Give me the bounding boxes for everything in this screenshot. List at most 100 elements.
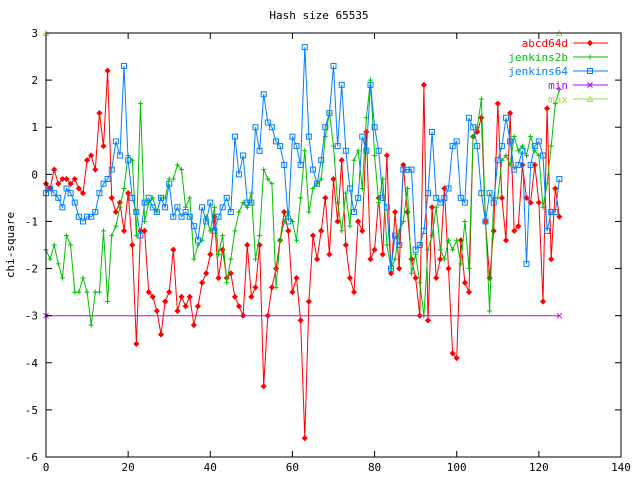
data-point-jenkins2b xyxy=(335,200,341,206)
data-point-abcd64d xyxy=(297,317,304,324)
data-point-abcd64d xyxy=(498,194,505,201)
data-point-jenkins2b xyxy=(183,204,189,210)
data-point-jenkins2b xyxy=(376,200,382,206)
data-point-jenkins2b xyxy=(109,233,115,239)
data-point-abcd64d xyxy=(268,284,275,291)
data-point-jenkins64 xyxy=(556,176,563,183)
data-point-jenkins2b xyxy=(80,275,86,281)
y-tick-label: 0 xyxy=(31,168,38,181)
data-point-jenkins64 xyxy=(260,91,267,98)
data-point-jenkins2b xyxy=(117,204,123,210)
data-point-jenkins64 xyxy=(227,209,234,216)
data-point-jenkins64 xyxy=(112,138,119,145)
data-point-jenkins2b xyxy=(101,228,106,234)
data-point-jenkins64 xyxy=(420,227,427,234)
data-point-jenkins2b xyxy=(351,157,357,163)
data-point-abcd64d xyxy=(367,256,374,263)
data-point-jenkins64 xyxy=(219,204,226,211)
data-point-jenkins64 xyxy=(121,62,128,69)
data-point-jenkins64 xyxy=(88,213,95,220)
x-tick-label: 40 xyxy=(204,461,217,474)
data-point-jenkins64 xyxy=(527,161,534,168)
data-point-jenkins2b xyxy=(466,266,472,272)
data-point-jenkins2b xyxy=(105,299,111,305)
y-tick-label: -2 xyxy=(25,263,38,276)
data-point-jenkins2b xyxy=(359,185,365,191)
data-point-jenkins2b xyxy=(224,280,230,286)
legend-entry-jenkins2b: jenkins2b xyxy=(508,51,608,64)
data-point-abcd64d xyxy=(379,251,386,258)
data-point-abcd64d xyxy=(437,256,444,263)
data-point-jenkins64 xyxy=(318,157,325,164)
axes: 0 20 40 60 80 100 120 140 3 2 1 0 -1 -2 -3 -4 -5 -6 xyxy=(25,27,631,474)
data-point-jenkins64 xyxy=(305,133,312,140)
data-point-jenkins2b xyxy=(174,162,180,168)
data-point-jenkins2b xyxy=(142,218,148,224)
data-point-jenkins2b xyxy=(302,148,308,154)
data-point-jenkins2b xyxy=(548,143,554,149)
data-point-abcd64d xyxy=(392,208,399,216)
legend-label-jenkins64: jenkins64 xyxy=(508,65,568,78)
data-point-jenkins2b xyxy=(252,256,258,262)
data-point-jenkins2b xyxy=(244,204,250,210)
data-point-abcd64d xyxy=(420,81,427,88)
data-point-abcd64d xyxy=(186,293,193,300)
data-point-abcd64d xyxy=(235,303,243,310)
data-point-abcd64d xyxy=(535,199,542,206)
data-point-abcd64d xyxy=(248,293,255,300)
data-point-abcd64d xyxy=(141,227,148,234)
data-point-abcd64d xyxy=(539,298,547,305)
data-point-jenkins2b xyxy=(322,134,328,140)
data-point-jenkins64 xyxy=(199,204,206,211)
data-point-jenkins2b xyxy=(343,190,349,196)
data-point-jenkins2b xyxy=(55,261,61,267)
data-point-abcd64d xyxy=(502,237,510,244)
data-point-jenkins2b xyxy=(47,256,53,262)
data-point-jenkins64 xyxy=(301,44,308,51)
data-point-jenkins64 xyxy=(236,171,243,178)
data-point-jenkins64 xyxy=(63,185,70,192)
data-point-jenkins64 xyxy=(297,161,304,168)
data-point-jenkins2b xyxy=(409,270,415,276)
data-point-jenkins64 xyxy=(149,204,156,211)
data-point-abcd64d xyxy=(429,204,436,211)
data-point-jenkins64 xyxy=(412,246,419,253)
data-point-jenkins2b xyxy=(96,289,102,295)
chart-title: Hash size 65535 xyxy=(269,9,368,22)
data-point-jenkins64 xyxy=(375,147,382,154)
data-point-jenkins64 xyxy=(194,237,201,244)
data-point-jenkins64 xyxy=(153,209,160,216)
data-point-abcd64d xyxy=(515,223,522,230)
legend-marker-abcd64d xyxy=(586,39,594,47)
data-point-jenkins2b xyxy=(462,218,468,224)
data-point-jenkins64 xyxy=(433,194,440,201)
data-point-jenkins64 xyxy=(367,81,374,88)
data-point-jenkins64 xyxy=(116,152,123,159)
data-point-abcd64d xyxy=(104,67,111,74)
data-point-jenkins2b xyxy=(68,242,74,248)
plot-border xyxy=(45,32,622,458)
series-line-jenkins64 xyxy=(45,47,560,269)
data-point-abcd64d xyxy=(149,293,156,300)
data-point-jenkins2b xyxy=(318,176,324,182)
data-point-jenkins2b xyxy=(433,204,439,210)
data-point-jenkins64 xyxy=(482,218,489,225)
data-point-abcd64d xyxy=(92,166,99,173)
data-point-abcd64d xyxy=(494,100,501,107)
data-point-jenkins2b xyxy=(511,134,517,140)
data-point-jenkins64 xyxy=(359,133,366,140)
data-point-abcd64d xyxy=(334,218,341,225)
data-point-abcd64d xyxy=(342,241,349,249)
data-point-jenkins64 xyxy=(264,119,271,126)
data-point-jenkins64 xyxy=(231,133,238,140)
data-point-jenkins2b xyxy=(170,176,176,182)
data-point-jenkins2b xyxy=(495,195,501,201)
data-point-jenkins64 xyxy=(449,143,456,150)
data-point-jenkins2b xyxy=(211,204,217,210)
data-point-jenkins64 xyxy=(79,218,86,225)
data-point-jenkins2b xyxy=(298,195,304,201)
data-point-jenkins2b xyxy=(540,204,546,210)
data-point-jenkins2b xyxy=(179,167,185,173)
data-point-jenkins64 xyxy=(552,209,559,216)
